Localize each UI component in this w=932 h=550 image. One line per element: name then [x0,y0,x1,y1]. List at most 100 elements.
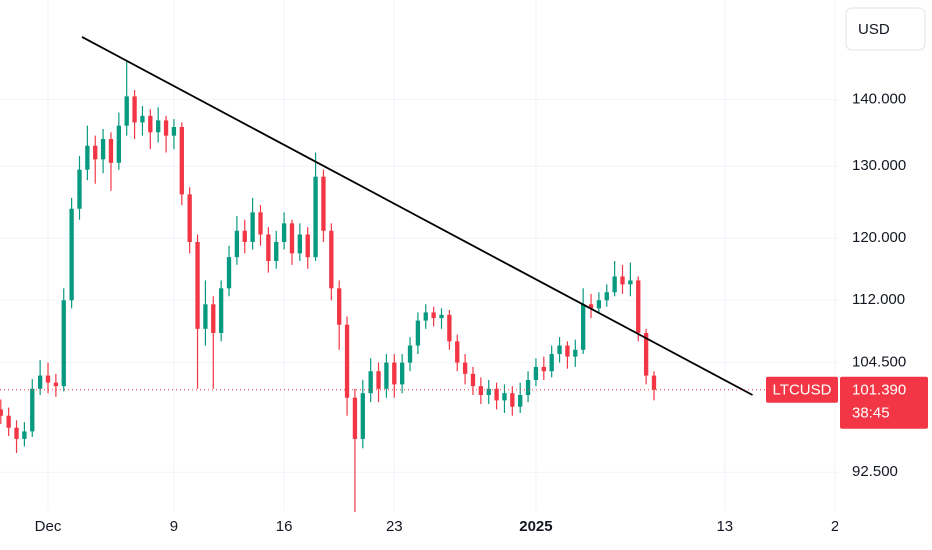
candle-body [525,379,531,396]
candle-body [620,276,625,285]
candle-body [171,127,177,136]
countdown: 38:45 [852,405,890,422]
candle-body [368,371,373,394]
candle-body [573,349,578,357]
candle-body [195,241,200,329]
candle-body [69,208,74,301]
candle-body [93,145,98,160]
x-tick-label: 23 [386,518,403,535]
candle-body [203,304,208,329]
candle-body [266,234,271,261]
last-price: 101.390 [852,382,906,399]
candle-body [518,395,523,407]
y-tick-label: 104.500 [852,354,906,371]
candle-body [313,176,318,258]
candle-body [439,314,444,319]
candle-body [22,431,27,439]
candle-body [14,427,19,439]
candle-body [211,304,216,333]
x-tick-label: 13 [716,518,733,535]
candle-body [61,300,66,387]
candle-body [533,366,539,380]
candle-body [502,393,507,401]
candle-body [462,362,468,374]
y-tick-label: 140.000 [852,91,906,108]
x-tick-label: Dec [35,518,62,535]
trend-line [81,36,753,396]
candle-body [360,393,365,439]
candle-body [636,280,641,333]
candle-body [289,223,295,254]
price-axis: USD 92.500 104.500 112.000 120.000 130.000 14… [838,0,932,550]
axis-panel [838,0,932,550]
candle-body [470,373,476,387]
y-tick-label: 130.000 [852,157,906,174]
candle-body [344,324,350,398]
candle-body [399,362,405,385]
x-tick-label: 2025 [519,518,552,535]
grid: Dec 9 16 23 2025 13 2 [0,0,839,535]
candle-body [651,375,657,390]
candle-body [321,176,326,231]
candle-body [163,120,169,136]
candle-body [376,371,381,389]
candle-body [116,125,122,163]
candle-body [6,415,11,428]
candle-body [337,288,342,325]
symbol-label: LTCUSD [773,382,832,399]
plot: LTCUSD [0,36,838,513]
candle-body [218,288,224,333]
candle-body [596,300,602,309]
candle-body [486,388,491,396]
x-tick-label: 2 [831,518,839,535]
candle-body [148,115,153,133]
y-tick-label: 112.000 [852,291,905,308]
candle-body [85,145,90,170]
candle-body [352,397,358,439]
candle-body [108,138,114,163]
candle-body [45,375,51,383]
candle-body [455,341,460,363]
currency[interactable]: USD [858,21,890,38]
candle-body [297,234,303,254]
candle-body [187,194,192,242]
candle-body [242,230,247,242]
candle-body [557,345,562,355]
candle-body [179,127,184,195]
candle-body [140,115,145,123]
y-tick-label: 120.000 [852,229,906,246]
candle-body [329,230,334,289]
y-tick-label: 92.500 [852,463,898,480]
candle-body [407,345,413,363]
candle-body [0,409,3,416]
candle-body [250,212,255,242]
candle-body [447,314,452,342]
candle-body [392,362,397,385]
price-label-bg [840,376,928,429]
candle-body [30,388,35,432]
candle-body [423,312,428,321]
symbol-label-bg [766,376,838,403]
candle-body [549,354,554,372]
candle-body [494,388,499,401]
candle-body [588,304,594,309]
candle-body [643,332,649,376]
candle-body [612,276,617,293]
candle-body [37,375,43,389]
candle-body [281,223,287,242]
candle-body [234,230,240,258]
candle-body [156,120,161,133]
currency-box[interactable] [845,7,926,51]
candle-body [258,212,263,235]
candle-body [226,257,232,289]
candle-body [124,96,129,126]
candle-body [305,234,310,258]
candle-body [431,312,436,319]
candle-body [53,382,59,387]
candle-body [580,304,586,350]
candle-body [478,386,484,396]
candle-body [274,241,279,261]
x-tick-label: 9 [170,518,178,535]
x-tick-label: 16 [276,518,293,535]
